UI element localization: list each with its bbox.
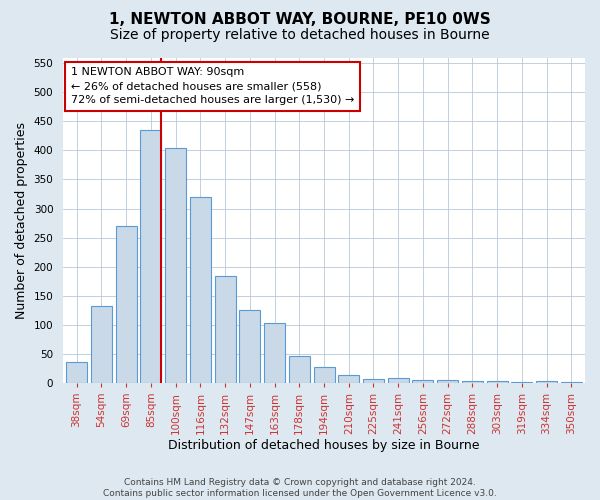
Bar [165, 148, 186, 383]
Bar [289, 356, 310, 383]
Bar [511, 382, 532, 383]
Bar [314, 367, 335, 383]
Bar [388, 378, 409, 383]
Bar [437, 380, 458, 383]
Bar [190, 197, 211, 383]
Bar [487, 381, 508, 383]
Bar [239, 310, 260, 383]
Bar [412, 380, 433, 383]
Y-axis label: Number of detached properties: Number of detached properties [15, 122, 28, 318]
X-axis label: Distribution of detached houses by size in Bourne: Distribution of detached houses by size … [168, 440, 480, 452]
Bar [264, 323, 285, 383]
Text: 1, NEWTON ABBOT WAY, BOURNE, PE10 0WS: 1, NEWTON ABBOT WAY, BOURNE, PE10 0WS [109, 12, 491, 28]
Text: Size of property relative to detached houses in Bourne: Size of property relative to detached ho… [110, 28, 490, 42]
Bar [536, 381, 557, 383]
Bar [462, 381, 483, 383]
Bar [363, 380, 384, 383]
Text: Contains HM Land Registry data © Crown copyright and database right 2024.
Contai: Contains HM Land Registry data © Crown c… [103, 478, 497, 498]
Bar [338, 374, 359, 383]
Bar [215, 276, 236, 383]
Bar [66, 362, 87, 383]
Text: 1 NEWTON ABBOT WAY: 90sqm
← 26% of detached houses are smaller (558)
72% of semi: 1 NEWTON ABBOT WAY: 90sqm ← 26% of detac… [71, 68, 354, 106]
Bar [116, 226, 137, 383]
Bar [91, 306, 112, 383]
Bar [140, 130, 161, 383]
Bar [561, 382, 582, 383]
